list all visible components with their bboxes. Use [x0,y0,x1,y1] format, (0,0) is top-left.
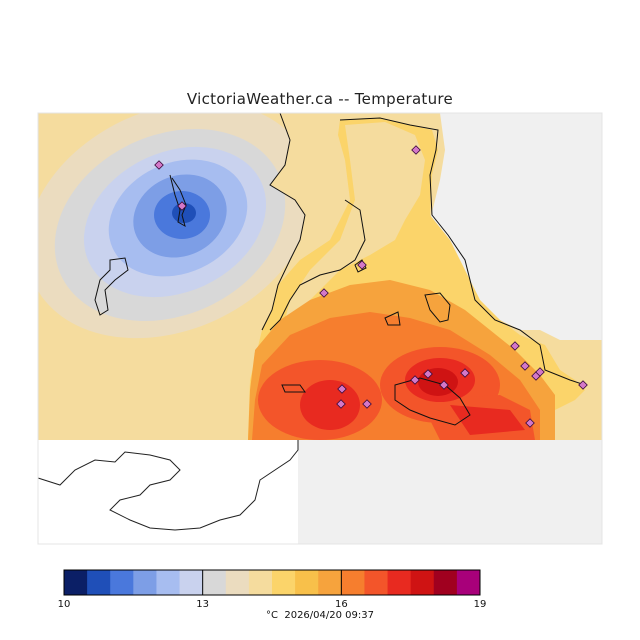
color-swatch [341,570,365,595]
station-marker[interactable] [578,380,588,390]
station-marker[interactable] [460,368,470,378]
color-scale-swatches [64,570,481,595]
color-scale-tick-label: 19 [474,599,487,610]
color-swatch [225,570,250,595]
station-marker[interactable] [336,399,346,409]
timestamp: 2026/04/20 09:37 [284,610,374,621]
station-marker[interactable] [510,341,520,351]
color-swatch [456,570,481,595]
color-scale-tick-label: 10 [58,599,71,610]
color-swatch [202,570,227,595]
color-swatch [318,570,342,595]
station-marker[interactable] [177,201,187,211]
color-swatch [410,570,435,595]
color-scale-tick-label: 16 [335,599,348,610]
color-swatch [87,570,111,595]
color-scale-ticks: 10 13 16 19 [58,570,487,610]
station-marker[interactable] [362,399,372,409]
station-marker[interactable] [154,160,164,170]
station-marker[interactable] [337,384,347,394]
color-scale-tick-label: 13 [196,599,209,610]
color-swatch [110,570,134,595]
color-swatch [156,570,181,595]
station-marker[interactable] [357,260,367,270]
color-scale-border [63,569,481,596]
station-marker[interactable] [525,418,535,428]
color-swatch [364,570,389,595]
no-data-area [38,440,298,544]
footer: °C 2026/04/20 09:37 [0,610,640,621]
station-marker[interactable] [439,380,449,390]
station-marker[interactable] [319,288,329,298]
station-marker[interactable] [410,375,420,385]
color-swatch [179,570,204,595]
weather-stations[interactable] [154,145,588,428]
color-swatch [295,570,319,595]
station-marker[interactable] [535,367,545,377]
map-border [37,112,603,545]
station-marker[interactable] [520,361,530,371]
south-shore-coastline [37,440,299,531]
color-swatch [64,570,88,595]
color-swatch [133,570,157,595]
color-swatch [248,570,273,595]
temperature-field [38,113,602,440]
map-title: VictoriaWeather.ca -- Temperature [186,90,454,108]
station-marker[interactable] [411,145,421,155]
color-swatch [433,570,458,595]
color-swatch [387,570,412,595]
station-marker[interactable] [423,369,433,379]
coastlines [94,112,586,426]
unit-label: °C [266,610,278,621]
color-swatch [272,570,296,595]
